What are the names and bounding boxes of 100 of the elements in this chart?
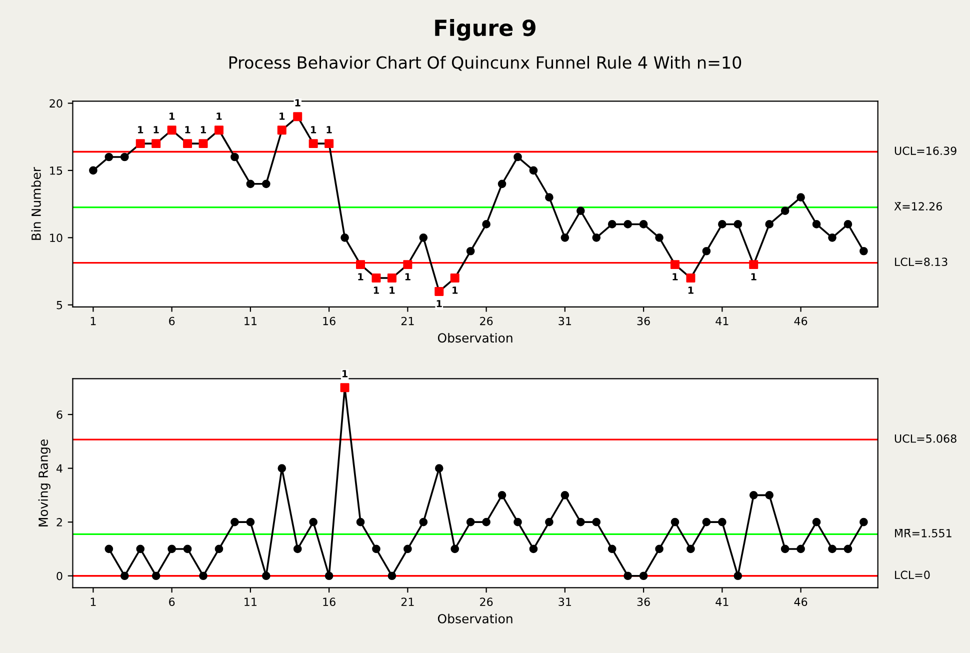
x-tick-label: 11 [244, 316, 256, 326]
point [529, 166, 538, 175]
point [308, 139, 318, 148]
point [828, 234, 836, 242]
point [860, 518, 868, 526]
point [214, 126, 224, 135]
point [608, 544, 616, 554]
point [560, 491, 570, 500]
point [450, 274, 460, 283]
x-tick-label: 26 [480, 316, 493, 326]
point [167, 126, 176, 135]
ref-line-label: X̄=12.26 [894, 202, 942, 211]
point [324, 139, 334, 148]
point [498, 180, 506, 188]
point [466, 246, 475, 256]
annotation: 1 [138, 126, 144, 134]
point [734, 220, 742, 228]
point [104, 152, 114, 162]
x-tick-label: 46 [794, 598, 808, 606]
y-tick-label: 6 [56, 410, 62, 419]
annotation: 1 [154, 126, 159, 134]
chart-subtitle: Process Behavior Chart Of Quincunx Funnel Rule 4 With n=10 [229, 56, 742, 71]
annotation: 1 [280, 112, 285, 120]
point [340, 383, 350, 392]
annotation: 1 [185, 126, 190, 134]
point [545, 193, 554, 202]
annotation: 1 [200, 126, 206, 134]
point [198, 139, 208, 148]
point [120, 152, 129, 162]
point [246, 518, 255, 526]
point [780, 206, 790, 215]
point [844, 220, 852, 228]
point [372, 274, 381, 283]
x-tick-label: 21 [401, 316, 414, 326]
point [246, 180, 255, 188]
x-tick-label: 46 [794, 316, 808, 326]
point [749, 491, 758, 500]
x-tick-label: 36 [637, 316, 650, 326]
point [293, 112, 302, 122]
point [482, 518, 490, 526]
point [796, 193, 805, 202]
annotation: 1 [688, 286, 694, 294]
annotation: 1 [311, 126, 316, 134]
point [199, 572, 208, 580]
annotation: 1 [452, 286, 458, 294]
chart-title: Figure 9 [435, 19, 536, 41]
point [765, 220, 774, 228]
point [230, 518, 239, 526]
x-tick-label: 31 [558, 598, 571, 606]
point [529, 544, 538, 554]
point [576, 518, 585, 526]
annotation: 1 [374, 286, 379, 294]
point [749, 260, 758, 270]
point [639, 220, 648, 228]
y-tick-label: 20 [50, 99, 62, 108]
point [686, 544, 695, 554]
point [765, 491, 774, 500]
point [89, 166, 98, 175]
point [262, 572, 270, 580]
y-axis-title: Moving Range [38, 440, 50, 526]
annotation: 1 [216, 112, 222, 120]
point [514, 518, 522, 526]
x-axis-title: Observation [438, 332, 512, 343]
point [183, 544, 192, 554]
annotation: 1 [358, 273, 364, 280]
annotation: 1 [342, 370, 348, 378]
x-tick-label: 6 [169, 316, 175, 326]
point [655, 544, 664, 554]
point [702, 246, 711, 256]
point [844, 544, 852, 554]
annotation: 1 [436, 300, 442, 308]
point [372, 544, 380, 554]
point [387, 274, 396, 283]
y-tick-label: 15 [50, 166, 62, 175]
point [404, 544, 412, 554]
annotation: 1 [170, 112, 175, 120]
point [356, 260, 366, 270]
x-tick-label: 41 [716, 316, 728, 326]
point [796, 544, 805, 554]
point [624, 220, 632, 228]
point [277, 126, 286, 135]
annotation: 1 [751, 273, 756, 280]
point [262, 180, 270, 188]
x-tick-label: 36 [637, 598, 650, 606]
point [576, 206, 585, 215]
point [734, 572, 742, 580]
annotation: 1 [672, 273, 678, 280]
x-tick-label: 6 [169, 598, 175, 606]
ref-line-label: LCL=0 [895, 570, 930, 580]
point [718, 220, 726, 228]
point [639, 572, 648, 580]
point [655, 234, 664, 242]
x-tick-label: 41 [716, 598, 728, 606]
point [812, 518, 821, 526]
point [560, 234, 570, 242]
point [466, 518, 475, 526]
point [482, 220, 490, 228]
point [340, 234, 349, 242]
point [152, 572, 160, 580]
ref-line-label: UCL=5.068 [894, 434, 956, 443]
